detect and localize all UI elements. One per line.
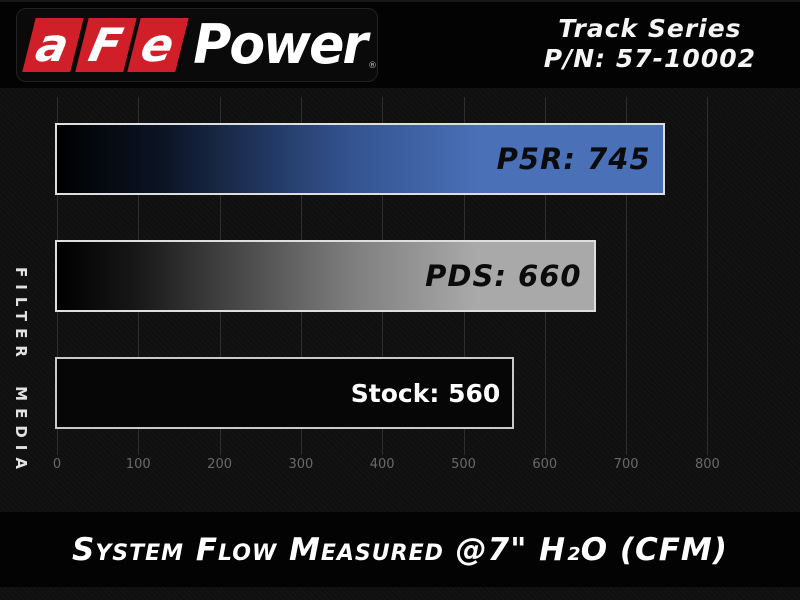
logo-letter: a — [31, 18, 75, 72]
bar-label-stock: Stock: 560 — [350, 378, 501, 408]
footer: System Flow Measured @7" H₂O (CFM) — [0, 512, 800, 587]
logo-segment: a — [22, 18, 84, 72]
bar-label-p5r: P5R: 745 — [496, 142, 651, 176]
x-tick-label-400: 400 — [369, 457, 395, 472]
bar-label-pds: PDS: 660 — [425, 259, 582, 293]
x-tick-label-100: 100 — [125, 457, 151, 472]
logo-wordmark: Power — [193, 13, 368, 77]
x-tick-label-0: 0 — [52, 457, 62, 472]
x-tick-label-600: 600 — [532, 457, 558, 472]
bar-pds: PDS: 660 — [55, 240, 596, 312]
x-tick-label-500: 500 — [451, 457, 476, 472]
x-tick-label-300: 300 — [288, 457, 314, 472]
logo-letter: F — [84, 18, 128, 72]
part-number: P/N: 57-10002 — [543, 44, 756, 73]
registered-trademark-icon: ® — [368, 61, 377, 71]
gridline-700 — [626, 97, 628, 455]
y-axis-label: FILTER MEDIA — [12, 266, 30, 476]
afe-power-logo: a F e Power ® — [16, 8, 378, 82]
series-info: Track Series P/N: 57-10002 — [544, 14, 756, 74]
bar-stock: Stock: 560 — [55, 357, 515, 429]
flow-bar-chart: FILTER MEDIA P5R: 745 PDS: 660 Stock: 560 … — [0, 88, 800, 512]
x-tick-label-200: 200 — [207, 457, 232, 472]
logo-letter: e — [136, 18, 180, 72]
x-tick-label-700: 700 — [613, 457, 639, 472]
series-name: Track Series — [558, 14, 742, 43]
gridline-800 — [707, 97, 709, 455]
bar-p5r: P5R: 745 — [55, 123, 665, 195]
logo-segment: e — [127, 18, 189, 72]
logo-segment: F — [75, 18, 137, 72]
header: a F e Power ® Track Series P/N: 57-10002 — [0, 0, 800, 90]
x-tick-label-800: 800 — [694, 457, 720, 472]
bottom-strip — [0, 587, 800, 600]
chart-title: System Flow Measured @7" H₂O (CFM) — [72, 531, 728, 568]
